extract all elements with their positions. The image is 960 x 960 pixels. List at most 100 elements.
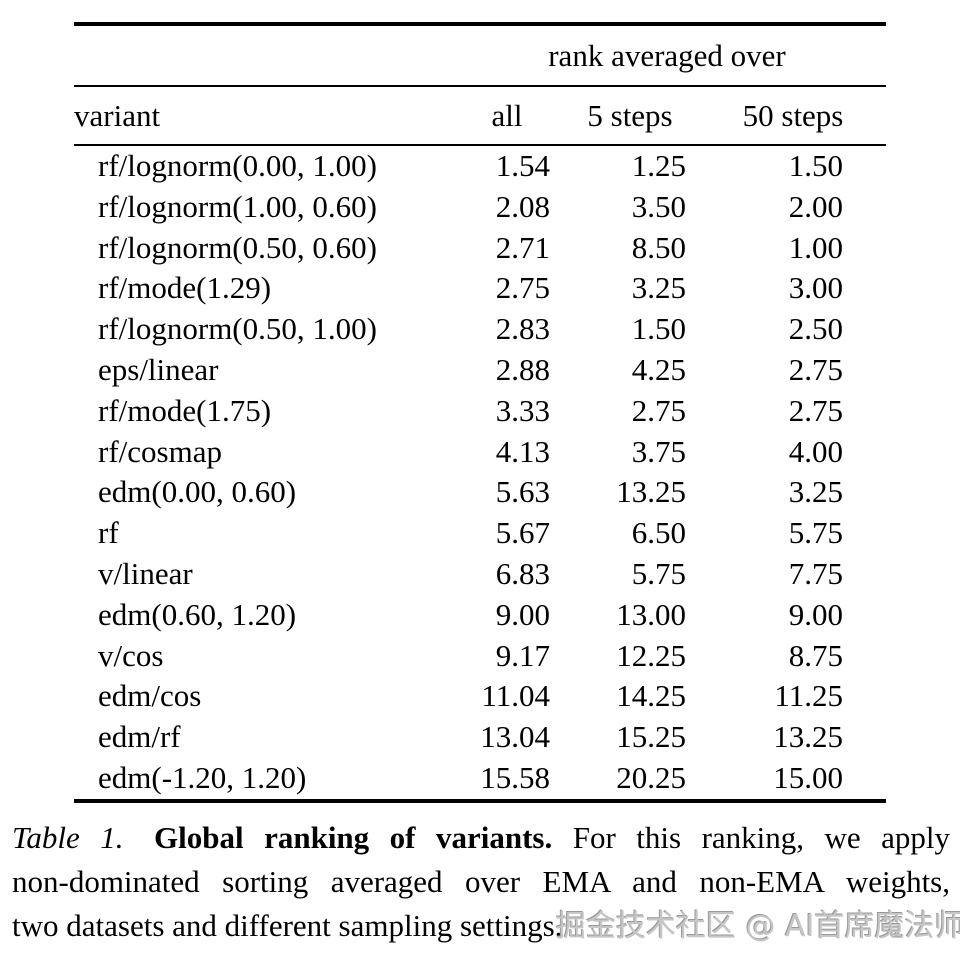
- cell-50steps: 8.75: [788, 637, 844, 673]
- cell-variant: edm(-1.20, 1.20): [98, 759, 307, 795]
- caption-text-1: For this ranking, we apply: [572, 819, 951, 855]
- cell-50steps: 5.75: [788, 515, 844, 551]
- cell-all: 2.75: [495, 270, 550, 306]
- table-row: edm(0.00, 0.60) 5.63 13.25 3.25: [74, 472, 886, 513]
- cell-5steps: 2.75: [631, 392, 686, 428]
- cell-all: 6.83: [495, 555, 550, 591]
- cell-50steps: 7.75: [788, 555, 844, 591]
- cell-5steps: 1.25: [631, 148, 686, 183]
- table-row: rf 5.67 6.50 5.75: [74, 513, 886, 554]
- column-header-5steps: 5 steps: [560, 86, 700, 146]
- caption-title: Global ranking of variants.: [154, 819, 553, 855]
- cell-50steps: 2.75: [788, 351, 844, 387]
- cell-5steps: 12.25: [616, 637, 686, 673]
- column-header-all: all: [454, 86, 560, 146]
- cell-all: 5.67: [495, 515, 550, 551]
- cell-variant: eps/linear: [98, 351, 219, 387]
- cell-all: 4.13: [495, 433, 550, 469]
- cell-all: 2.83: [495, 311, 550, 347]
- table-body: rf/lognorm(0.00, 1.00) 1.54 1.25 1.50 rf/log…: [74, 145, 886, 801]
- cell-50steps: 3.00: [788, 270, 844, 306]
- table-row: rf/lognorm(0.50, 1.00) 2.83 1.50 2.50: [74, 309, 886, 350]
- cell-50steps: 4.00: [788, 433, 844, 469]
- cell-variant: edm/cos: [98, 678, 202, 714]
- cell-variant: v/cos: [98, 637, 164, 673]
- ranking-table: rank averaged over variant all 5 steps 5…: [74, 22, 887, 803]
- caption-text-2: non-dominated sorting averaged over EMA …: [12, 863, 950, 899]
- cell-50steps: 9.00: [788, 596, 844, 632]
- group-header-row: rank averaged over: [74, 24, 887, 87]
- cell-5steps: 8.50: [631, 229, 686, 265]
- cell-all: 2.71: [495, 229, 550, 265]
- cell-all: 2.08: [495, 188, 550, 224]
- cell-variant: rf/mode(1.29): [98, 270, 272, 306]
- cell-variant: edm(0.60, 1.20): [98, 596, 297, 632]
- table-row: edm(0.60, 1.20) 9.00 13.00 9.00: [74, 595, 886, 636]
- cell-5steps: 4.25: [631, 351, 686, 387]
- cell-50steps: 3.25: [788, 474, 844, 510]
- cell-all: 3.33: [495, 392, 550, 428]
- cell-all: 11.04: [481, 678, 550, 714]
- caption-text-3: two datasets and different sampling sett…: [12, 907, 563, 943]
- cell-50steps: 1.50: [788, 148, 844, 183]
- cell-all: 5.63: [495, 474, 550, 510]
- cell-all: 1.54: [495, 148, 550, 183]
- cell-5steps: 3.25: [631, 270, 686, 306]
- table-row: rf/lognorm(1.00, 0.60) 2.08 3.50 2.00: [74, 187, 886, 228]
- group-header-spacer: [74, 24, 454, 87]
- cell-50steps: 13.25: [773, 719, 844, 755]
- column-header-row: variant all 5 steps 50 steps: [74, 86, 887, 146]
- table-row: rf/cosmap 4.13 3.75 4.00: [74, 432, 886, 473]
- table-row: v/linear 6.83 5.75 7.75: [74, 554, 886, 595]
- cell-all: 13.04: [480, 719, 550, 755]
- cell-all: 9.00: [495, 596, 550, 632]
- cell-5steps: 20.25: [616, 759, 686, 795]
- cell-50steps: 11.25: [774, 678, 844, 714]
- cell-variant: rf/lognorm(0.50, 0.60): [98, 229, 377, 265]
- cell-50steps: 1.00: [788, 229, 844, 265]
- cell-variant: edm/rf: [98, 719, 181, 755]
- cell-50steps: 2.00: [788, 188, 844, 224]
- cell-5steps: 3.75: [631, 433, 686, 469]
- caption-table-label: Table 1.: [12, 819, 124, 855]
- table-row: rf/mode(1.75) 3.33 2.75 2.75: [74, 391, 886, 432]
- cell-5steps: 5.75: [631, 555, 686, 591]
- cell-variant: rf/lognorm(1.00, 0.60): [98, 188, 377, 224]
- cell-all: 15.58: [480, 759, 550, 795]
- cell-5steps: 13.25: [616, 474, 686, 510]
- column-header-variant: variant: [74, 86, 454, 146]
- table-caption: Table 1. Global ranking of variants. For…: [12, 816, 950, 948]
- cell-all: 2.88: [495, 351, 550, 387]
- cell-50steps: 2.75: [788, 392, 844, 428]
- cell-50steps: 15.00: [773, 759, 844, 795]
- cell-variant: rf/mode(1.75): [98, 392, 272, 428]
- caption-line-2: non-dominated sorting averaged over EMA …: [12, 860, 950, 904]
- table-row: rf/lognorm(0.00, 1.00) 1.54 1.25 1.50: [74, 145, 886, 187]
- cell-5steps: 6.50: [631, 515, 686, 551]
- cell-5steps: 1.50: [631, 311, 686, 347]
- cell-5steps: 14.25: [616, 678, 686, 714]
- group-header-label: rank averaged over: [454, 24, 887, 87]
- table-row: edm(-1.20, 1.20) 15.58 20.25 15.00: [74, 758, 886, 801]
- cell-all: 9.17: [495, 637, 550, 673]
- table-row: edm/rf 13.04 15.25 13.25: [74, 717, 886, 758]
- caption-line-1: Table 1. Global ranking of variants. For…: [12, 816, 950, 860]
- table-row: edm/cos 11.04 14.25 11.25: [74, 676, 886, 717]
- cell-5steps: 13.00: [616, 596, 686, 632]
- cell-variant: v/linear: [98, 555, 193, 591]
- caption-line-3: two datasets and different sampling sett…: [12, 904, 950, 948]
- table-row: rf/mode(1.29) 2.75 3.25 3.00: [74, 268, 886, 309]
- table-row: v/cos 9.17 12.25 8.75: [74, 636, 886, 677]
- cell-5steps: 15.25: [616, 719, 686, 755]
- cell-variant: edm(0.00, 0.60): [98, 474, 297, 510]
- cell-variant: rf/cosmap: [98, 433, 222, 469]
- cell-5steps: 3.50: [631, 188, 686, 224]
- column-header-50steps: 50 steps: [700, 86, 887, 146]
- cell-variant: rf/lognorm(0.50, 1.00): [98, 311, 377, 347]
- cell-variant: rf/lognorm(0.00, 1.00): [98, 148, 377, 183]
- table-row: eps/linear 2.88 4.25 2.75: [74, 350, 886, 391]
- cell-variant: rf: [98, 515, 119, 551]
- table-row: rf/lognorm(0.50, 0.60) 2.71 8.50 1.00: [74, 228, 886, 269]
- cell-50steps: 2.50: [788, 311, 844, 347]
